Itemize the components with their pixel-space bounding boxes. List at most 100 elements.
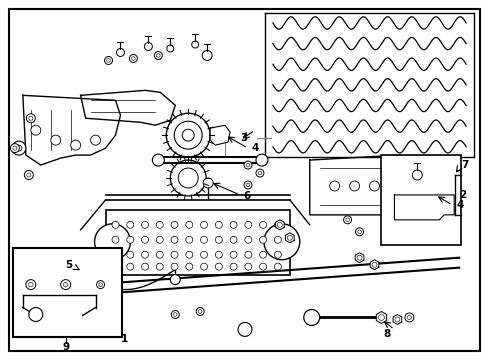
Circle shape	[185, 236, 192, 243]
Circle shape	[255, 169, 264, 177]
Polygon shape	[275, 220, 284, 230]
Circle shape	[131, 57, 135, 60]
Circle shape	[144, 42, 152, 50]
Circle shape	[154, 51, 162, 59]
Circle shape	[378, 315, 384, 320]
Circle shape	[259, 263, 266, 270]
Circle shape	[203, 178, 213, 188]
Polygon shape	[309, 155, 433, 215]
Circle shape	[116, 49, 124, 57]
Circle shape	[156, 221, 163, 228]
Circle shape	[156, 263, 163, 270]
Circle shape	[357, 230, 361, 234]
Circle shape	[12, 141, 26, 155]
Circle shape	[215, 251, 222, 258]
Circle shape	[126, 263, 134, 270]
Text: 4: 4	[455, 200, 463, 210]
Circle shape	[196, 307, 203, 315]
Circle shape	[394, 317, 399, 322]
Circle shape	[112, 251, 119, 258]
Circle shape	[141, 251, 148, 258]
Circle shape	[215, 221, 222, 228]
Circle shape	[178, 168, 198, 188]
Circle shape	[126, 236, 134, 243]
Circle shape	[356, 255, 361, 260]
Circle shape	[411, 170, 422, 180]
Circle shape	[185, 221, 192, 228]
Circle shape	[259, 251, 266, 258]
Circle shape	[355, 228, 363, 236]
Circle shape	[28, 282, 33, 287]
Circle shape	[230, 251, 237, 258]
Text: 5: 5	[65, 260, 72, 270]
Circle shape	[274, 236, 281, 243]
Circle shape	[126, 251, 134, 258]
Text: 7: 7	[460, 160, 468, 170]
Circle shape	[371, 262, 376, 267]
Circle shape	[24, 171, 33, 180]
Circle shape	[191, 41, 198, 48]
Circle shape	[349, 181, 359, 191]
Circle shape	[185, 263, 192, 270]
Circle shape	[407, 183, 430, 207]
Circle shape	[171, 251, 178, 258]
Text: 9: 9	[62, 342, 69, 352]
Circle shape	[156, 54, 160, 57]
Circle shape	[96, 280, 104, 289]
Circle shape	[244, 181, 251, 189]
Circle shape	[99, 283, 102, 287]
Text: 1: 1	[121, 334, 128, 345]
Circle shape	[156, 251, 163, 258]
Text: 3: 3	[240, 133, 247, 143]
Circle shape	[230, 221, 237, 228]
Text: 4: 4	[251, 143, 259, 153]
Circle shape	[198, 310, 202, 313]
Circle shape	[200, 236, 207, 243]
Circle shape	[171, 236, 178, 243]
Circle shape	[173, 313, 177, 316]
Circle shape	[200, 221, 207, 228]
Circle shape	[244, 161, 251, 169]
Circle shape	[404, 313, 413, 322]
Circle shape	[27, 173, 31, 177]
Circle shape	[303, 310, 319, 325]
Circle shape	[182, 129, 194, 141]
Bar	[381, 155, 460, 245]
Polygon shape	[392, 315, 401, 324]
Circle shape	[26, 280, 36, 289]
Circle shape	[230, 236, 237, 243]
Circle shape	[61, 280, 71, 289]
Circle shape	[171, 221, 178, 228]
Circle shape	[156, 236, 163, 243]
Circle shape	[244, 236, 251, 243]
Circle shape	[170, 160, 206, 196]
Polygon shape	[376, 311, 386, 323]
Circle shape	[26, 114, 35, 123]
Circle shape	[90, 135, 101, 145]
Polygon shape	[354, 253, 363, 263]
Circle shape	[258, 171, 261, 175]
Text: 8: 8	[383, 329, 390, 339]
Polygon shape	[210, 125, 229, 145]
Circle shape	[202, 50, 212, 60]
Circle shape	[71, 140, 81, 150]
Circle shape	[399, 175, 438, 215]
Circle shape	[238, 323, 251, 336]
Circle shape	[274, 263, 281, 270]
Circle shape	[255, 154, 267, 166]
Circle shape	[259, 221, 266, 228]
Circle shape	[200, 251, 207, 258]
Bar	[105, 210, 289, 275]
Circle shape	[16, 145, 22, 151]
Circle shape	[10, 144, 20, 153]
Circle shape	[166, 113, 210, 157]
Bar	[13, 248, 122, 337]
Circle shape	[277, 222, 282, 227]
Circle shape	[141, 263, 148, 270]
Circle shape	[166, 45, 173, 52]
Circle shape	[343, 216, 351, 224]
Text: 6: 6	[243, 191, 250, 201]
Circle shape	[112, 221, 119, 228]
Circle shape	[329, 181, 339, 191]
Circle shape	[106, 59, 110, 62]
